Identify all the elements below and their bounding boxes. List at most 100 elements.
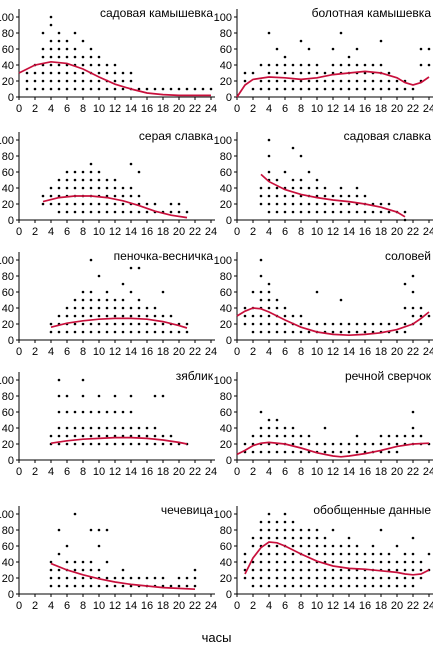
data-point xyxy=(267,170,271,174)
data-point xyxy=(57,584,61,588)
data-point xyxy=(379,63,383,67)
data-point xyxy=(283,568,287,572)
data-point xyxy=(299,576,303,580)
data-point xyxy=(145,306,149,310)
x-tick-label: 4 xyxy=(48,346,54,358)
data-point xyxy=(315,568,319,572)
data-point xyxy=(339,194,343,198)
data-point xyxy=(283,194,287,198)
data-point xyxy=(363,63,367,67)
data-point xyxy=(121,330,125,334)
data-point xyxy=(65,306,69,310)
data-point xyxy=(291,210,295,214)
data-point xyxy=(387,434,391,438)
data-point xyxy=(169,434,173,438)
data-point xyxy=(153,576,157,580)
data-point xyxy=(411,536,415,540)
data-point xyxy=(403,552,407,556)
data-point xyxy=(283,434,287,438)
data-point xyxy=(323,210,327,214)
data-point xyxy=(169,314,173,318)
data-point xyxy=(419,434,423,438)
data-point xyxy=(419,568,423,572)
data-point xyxy=(161,442,165,446)
data-point xyxy=(259,450,263,454)
data-point xyxy=(105,584,109,588)
data-point xyxy=(105,202,109,206)
data-point xyxy=(137,306,141,310)
data-point xyxy=(419,63,423,67)
data-point xyxy=(259,194,263,198)
data-point xyxy=(185,330,189,334)
y-tick-label: 60 xyxy=(220,44,232,56)
data-point xyxy=(291,528,295,532)
data-point xyxy=(315,79,319,83)
data-point xyxy=(251,536,255,540)
x-tick-label: 16 xyxy=(359,346,371,358)
data-point xyxy=(89,528,93,532)
data-point xyxy=(283,560,287,564)
data-point xyxy=(299,450,303,454)
data-point xyxy=(307,568,311,572)
data-point xyxy=(363,71,367,75)
data-point xyxy=(267,210,271,214)
data-point xyxy=(97,426,101,430)
data-point xyxy=(355,79,359,83)
data-point xyxy=(73,512,77,516)
data-point xyxy=(331,544,335,548)
data-point xyxy=(121,410,125,414)
data-point xyxy=(65,47,69,51)
data-point xyxy=(355,63,359,67)
y-tick-label: 100 xyxy=(0,12,14,24)
data-point xyxy=(379,202,383,206)
data-point xyxy=(49,55,53,59)
x-tick-label: 6 xyxy=(282,600,288,612)
data-point xyxy=(315,544,319,548)
data-point xyxy=(105,434,109,438)
data-point xyxy=(299,63,303,67)
data-point xyxy=(299,584,303,588)
data-point xyxy=(323,194,327,198)
data-point xyxy=(283,210,287,214)
data-point xyxy=(49,576,53,580)
data-point xyxy=(113,410,117,414)
data-point xyxy=(395,442,399,446)
x-tick-label: 4 xyxy=(266,226,272,238)
data-point xyxy=(49,186,53,190)
data-point xyxy=(331,87,335,91)
data-point xyxy=(73,314,77,318)
data-point xyxy=(323,552,327,556)
y-tick-label: 0 xyxy=(226,335,232,347)
data-point xyxy=(209,87,213,91)
data-point xyxy=(291,584,295,588)
data-point xyxy=(323,71,327,75)
data-point xyxy=(387,71,391,75)
data-point xyxy=(41,87,45,91)
data-point xyxy=(371,560,375,564)
data-point xyxy=(323,544,327,548)
data-point xyxy=(355,576,359,580)
data-point xyxy=(121,202,125,206)
data-point xyxy=(129,290,133,294)
data-point xyxy=(73,47,77,51)
data-point xyxy=(161,584,165,588)
data-point xyxy=(153,442,157,446)
data-point xyxy=(169,87,173,91)
data-point xyxy=(291,576,295,580)
data-point xyxy=(65,210,69,214)
data-point xyxy=(49,71,53,75)
data-point xyxy=(73,322,77,326)
y-tick-label: 80 xyxy=(2,28,14,40)
data-point xyxy=(259,79,263,83)
x-tick-label: 22 xyxy=(189,600,201,612)
data-point xyxy=(89,47,93,51)
data-point xyxy=(283,202,287,206)
data-point xyxy=(403,584,407,588)
y-tick-label: 100 xyxy=(0,509,14,521)
data-point xyxy=(275,186,279,190)
data-point xyxy=(89,298,93,302)
x-tick-label: 0 xyxy=(16,226,22,238)
data-point xyxy=(355,434,359,438)
data-point xyxy=(259,520,263,524)
